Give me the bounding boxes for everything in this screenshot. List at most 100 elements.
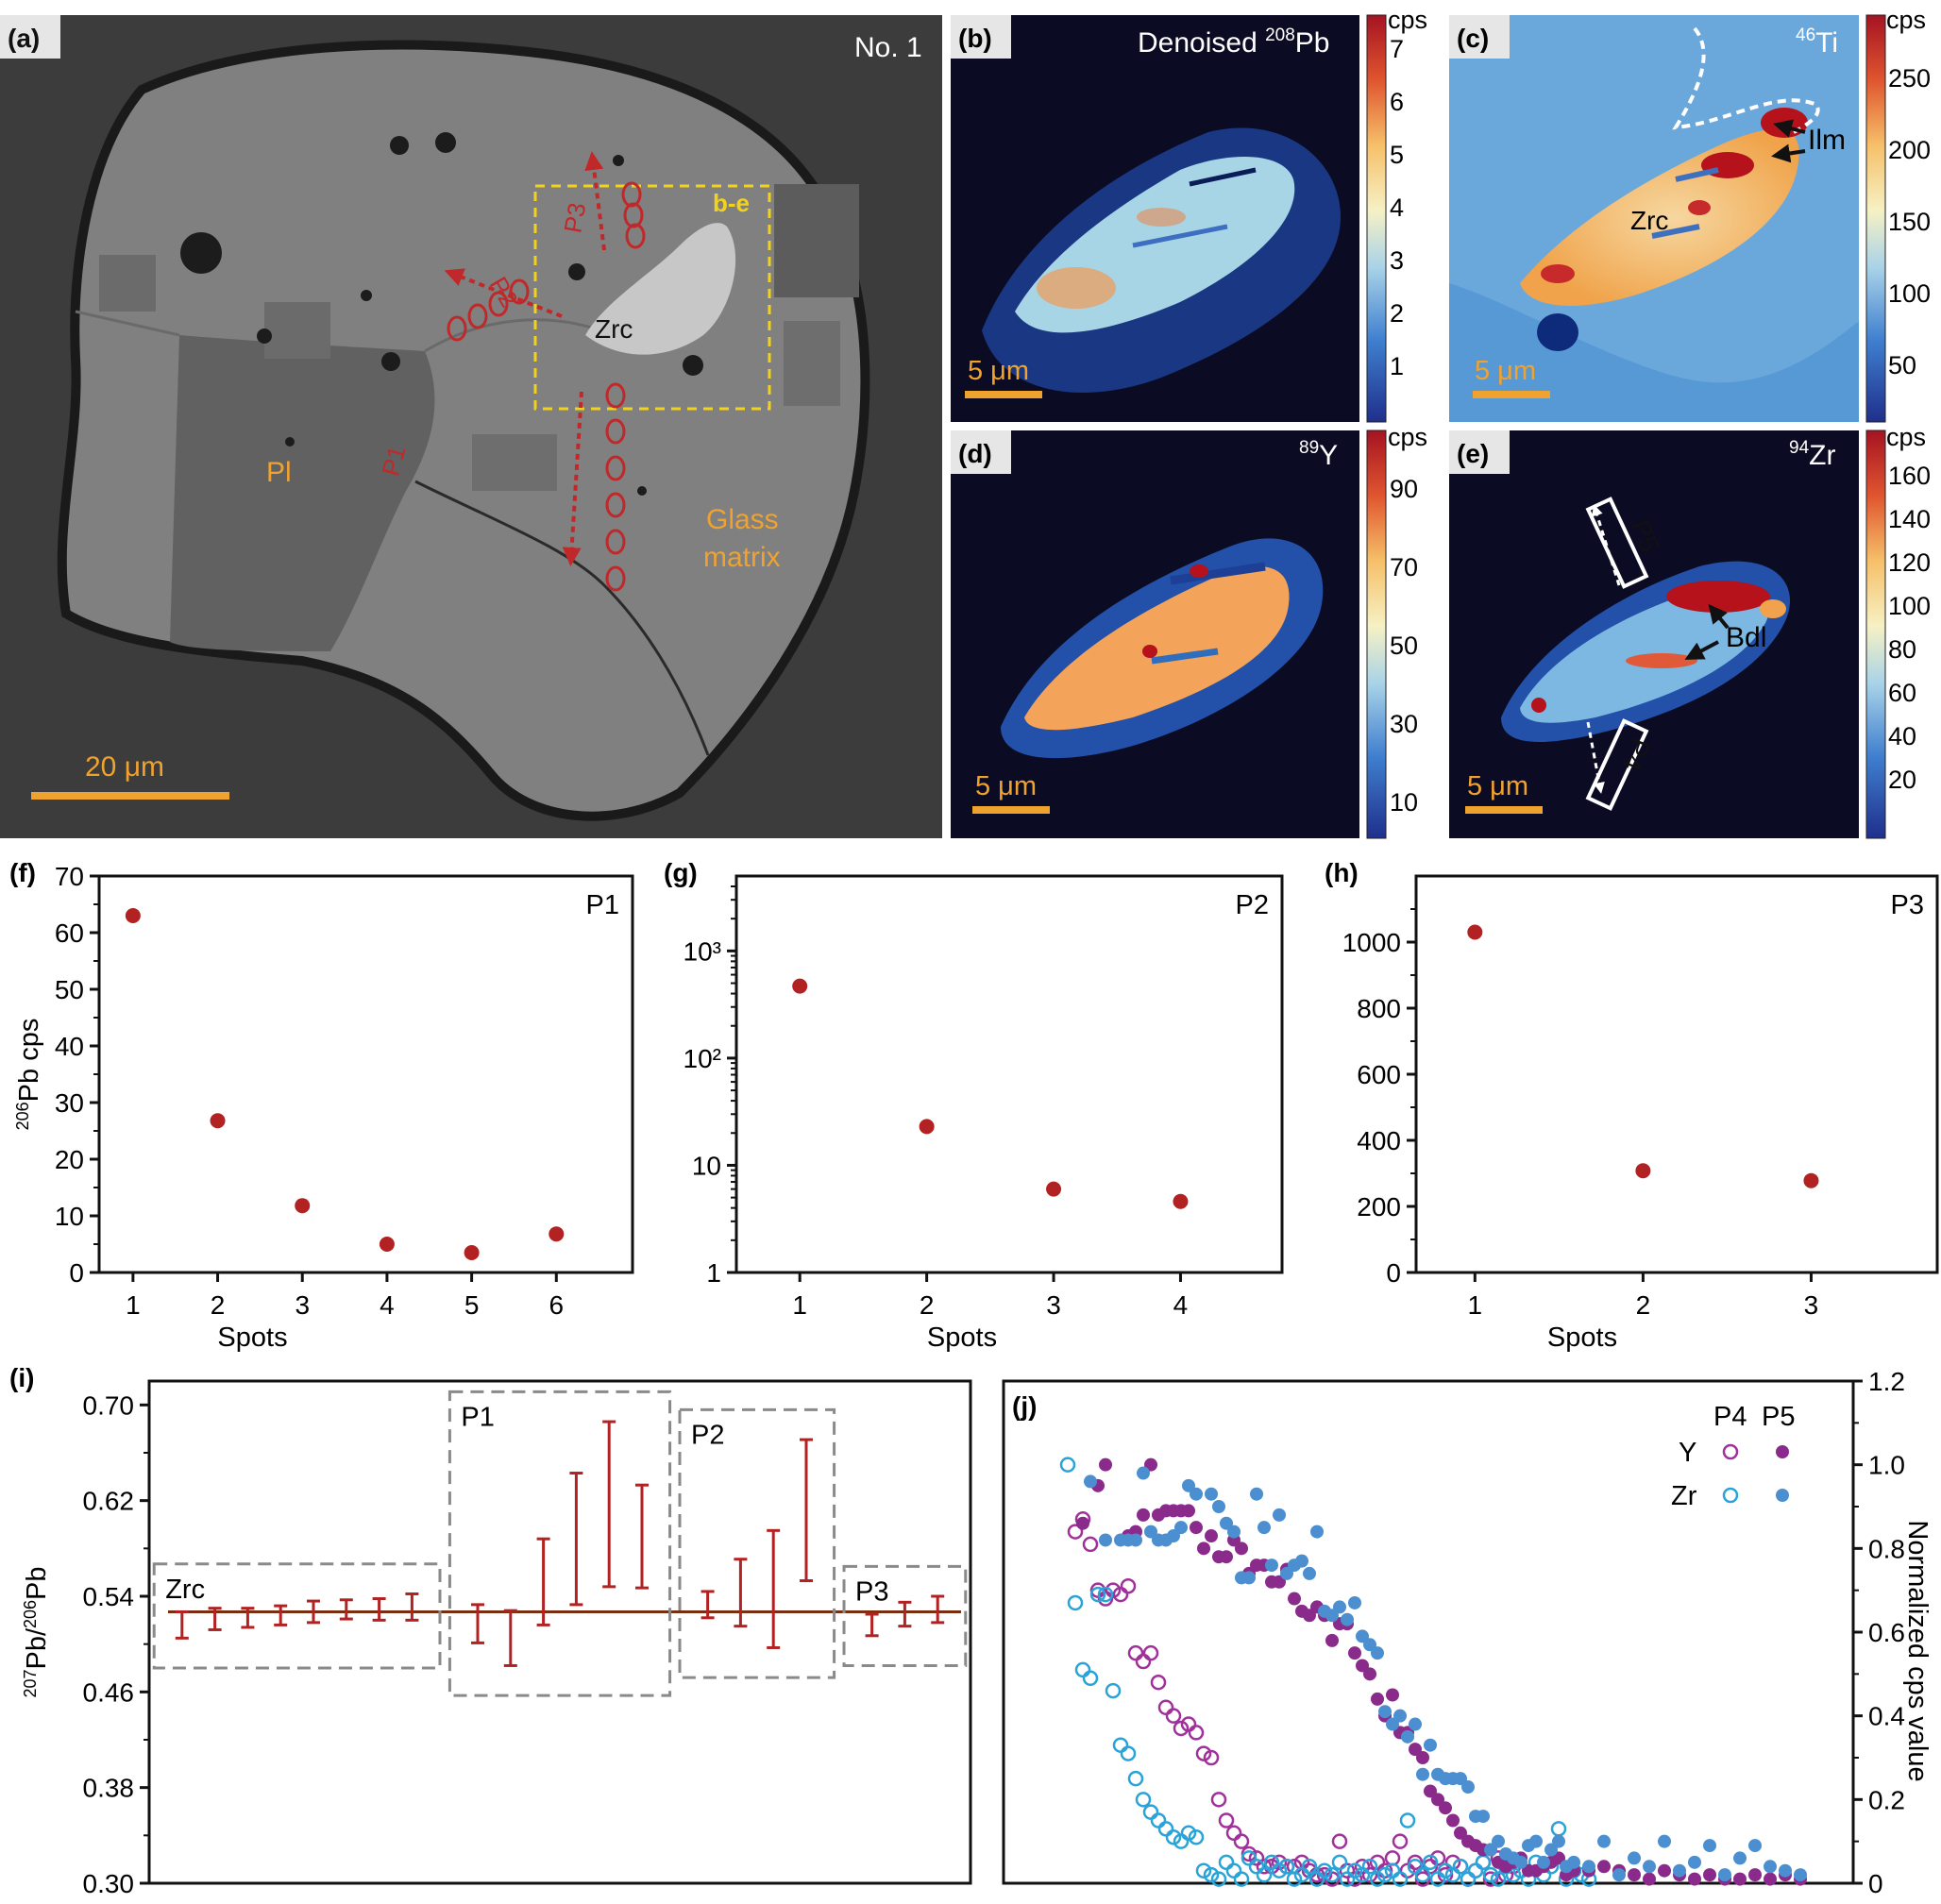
data-point bbox=[1310, 1525, 1324, 1539]
data-point bbox=[295, 1198, 311, 1214]
panel-d: cps 90 70 50 30 10 (d) 89Y 5 μm bbox=[951, 423, 1427, 839]
data-point bbox=[1210, 1792, 1227, 1808]
data-point bbox=[1477, 1810, 1490, 1824]
zircon-grain bbox=[585, 223, 736, 355]
data-point bbox=[1220, 1516, 1233, 1530]
data-point bbox=[1635, 1163, 1651, 1179]
data-point bbox=[1325, 1609, 1339, 1623]
grain-e bbox=[1520, 584, 1770, 723]
data-point bbox=[1628, 1868, 1641, 1882]
data-point bbox=[1325, 1633, 1339, 1647]
panel-b: cps 7 6 5 4 3 2 1 (b) Denoised 208Pb 5 μ… bbox=[951, 6, 1427, 423]
panel-a-tag: (a) bbox=[8, 24, 40, 53]
colorbar-e-tick: 140 bbox=[1888, 505, 1931, 533]
data-point bbox=[1658, 1863, 1671, 1878]
data-point bbox=[1144, 1457, 1157, 1472]
data-point bbox=[1273, 1508, 1286, 1522]
label-grain-number: No. 1 bbox=[854, 32, 922, 63]
scalebar-e-label: 5 μm bbox=[1467, 771, 1528, 801]
data-point bbox=[1718, 1868, 1731, 1882]
y-tick-label: 0 bbox=[1386, 1258, 1401, 1288]
data-point bbox=[1597, 1860, 1611, 1874]
data-point bbox=[1137, 1508, 1150, 1522]
colorbar-d-tick: 90 bbox=[1390, 475, 1418, 503]
data-point bbox=[1099, 1457, 1112, 1472]
plot-frame bbox=[734, 874, 1284, 1274]
data-point bbox=[1167, 1529, 1180, 1543]
colorbar-c-tick: 150 bbox=[1888, 208, 1931, 236]
data-point bbox=[1173, 1720, 1190, 1737]
colorbar-c-tick: 50 bbox=[1888, 351, 1916, 379]
x-axis-label: Spots bbox=[1547, 1323, 1617, 1353]
data-point bbox=[1467, 924, 1483, 940]
data-point bbox=[1363, 1638, 1376, 1652]
legend-row-label: Zr bbox=[1671, 1481, 1697, 1511]
data-point bbox=[464, 1245, 480, 1260]
data-point bbox=[1205, 1529, 1218, 1543]
chart-i: (i) 0.30 0.38 0.46 0.54 0.62 0.70 207Pb/206Pb Zr… bbox=[9, 1363, 972, 1898]
colorbar-e-tick: 20 bbox=[1888, 766, 1916, 794]
data-point bbox=[1401, 1729, 1414, 1744]
group-box bbox=[678, 1407, 836, 1679]
y-tick-label: 0.62 bbox=[83, 1487, 135, 1516]
colorbar-c-tick: 100 bbox=[1888, 279, 1931, 308]
chart-profile-label: P1 bbox=[586, 890, 619, 920]
data-point bbox=[1120, 1577, 1137, 1594]
data-point bbox=[1643, 1860, 1656, 1874]
data-point bbox=[1046, 1181, 1062, 1197]
data-point bbox=[1492, 1834, 1505, 1848]
legend-row-label: Y bbox=[1679, 1438, 1696, 1468]
data-point bbox=[1195, 1862, 1212, 1879]
data-point bbox=[1529, 1834, 1543, 1848]
panel-e-title: 94Zr bbox=[1789, 438, 1835, 471]
data-point bbox=[1089, 1586, 1106, 1603]
data-point bbox=[1127, 1644, 1144, 1661]
data-point bbox=[1112, 1737, 1129, 1753]
chart-h: (h) P3 0 200 400 600 800 1000 1 2 3 Spots bbox=[1325, 858, 1939, 1353]
legend-marker bbox=[1722, 1487, 1739, 1504]
y-tick-label: 0.8 bbox=[1868, 1534, 1905, 1563]
legend-header: P5 bbox=[1762, 1402, 1795, 1432]
legend-marker bbox=[1776, 1489, 1789, 1502]
data-point bbox=[1188, 1725, 1205, 1741]
data-point bbox=[1129, 1533, 1142, 1547]
data-point bbox=[1363, 1667, 1376, 1681]
data-point bbox=[1733, 1872, 1747, 1886]
data-point bbox=[1074, 1661, 1091, 1678]
data-point bbox=[1233, 1871, 1250, 1887]
data-point bbox=[1422, 1854, 1439, 1871]
x-tick-label: 3 bbox=[295, 1290, 310, 1320]
panel-d-title: 89Y bbox=[1299, 438, 1338, 471]
data-point bbox=[1361, 1866, 1378, 1883]
data-point bbox=[210, 1113, 226, 1129]
colorbar-c bbox=[1865, 14, 1886, 423]
data-point bbox=[1295, 1554, 1308, 1568]
data-point bbox=[1067, 1594, 1084, 1611]
data-point bbox=[1076, 1516, 1089, 1530]
x-tick-label: 3 bbox=[1046, 1290, 1061, 1320]
data-point bbox=[1127, 1770, 1144, 1787]
colorbar-d-tick: 70 bbox=[1390, 553, 1418, 581]
y-tick-label: 0.6 bbox=[1868, 1618, 1905, 1647]
data-point bbox=[792, 978, 808, 994]
chart-tag: (i) bbox=[9, 1363, 34, 1392]
data-point bbox=[1288, 1592, 1301, 1606]
scalebar-a-label: 20 μm bbox=[85, 751, 164, 783]
data-point bbox=[1190, 1521, 1203, 1535]
panel-d-tag: (d) bbox=[958, 439, 992, 468]
data-point bbox=[1174, 1521, 1188, 1535]
x-tick-label: 6 bbox=[549, 1290, 564, 1320]
data-point bbox=[379, 1237, 395, 1252]
colorbar-b bbox=[1366, 14, 1387, 423]
data-point bbox=[1150, 1812, 1167, 1828]
chart-f: (f) P1 0 10 20 30 40 50 60 70 1 2 3 4 5 6 Spots 206Pb cps bbox=[9, 858, 634, 1353]
y-tick-label: 0 bbox=[69, 1258, 84, 1288]
data-point bbox=[1461, 1780, 1475, 1794]
group-box bbox=[842, 1564, 968, 1667]
chart-profile-label: P2 bbox=[1236, 890, 1269, 920]
label-matrix: matrix bbox=[703, 542, 781, 573]
data-point bbox=[1235, 1542, 1248, 1556]
data-point bbox=[1764, 1860, 1777, 1874]
group-box bbox=[447, 1390, 672, 1697]
data-point bbox=[1794, 1868, 1807, 1882]
